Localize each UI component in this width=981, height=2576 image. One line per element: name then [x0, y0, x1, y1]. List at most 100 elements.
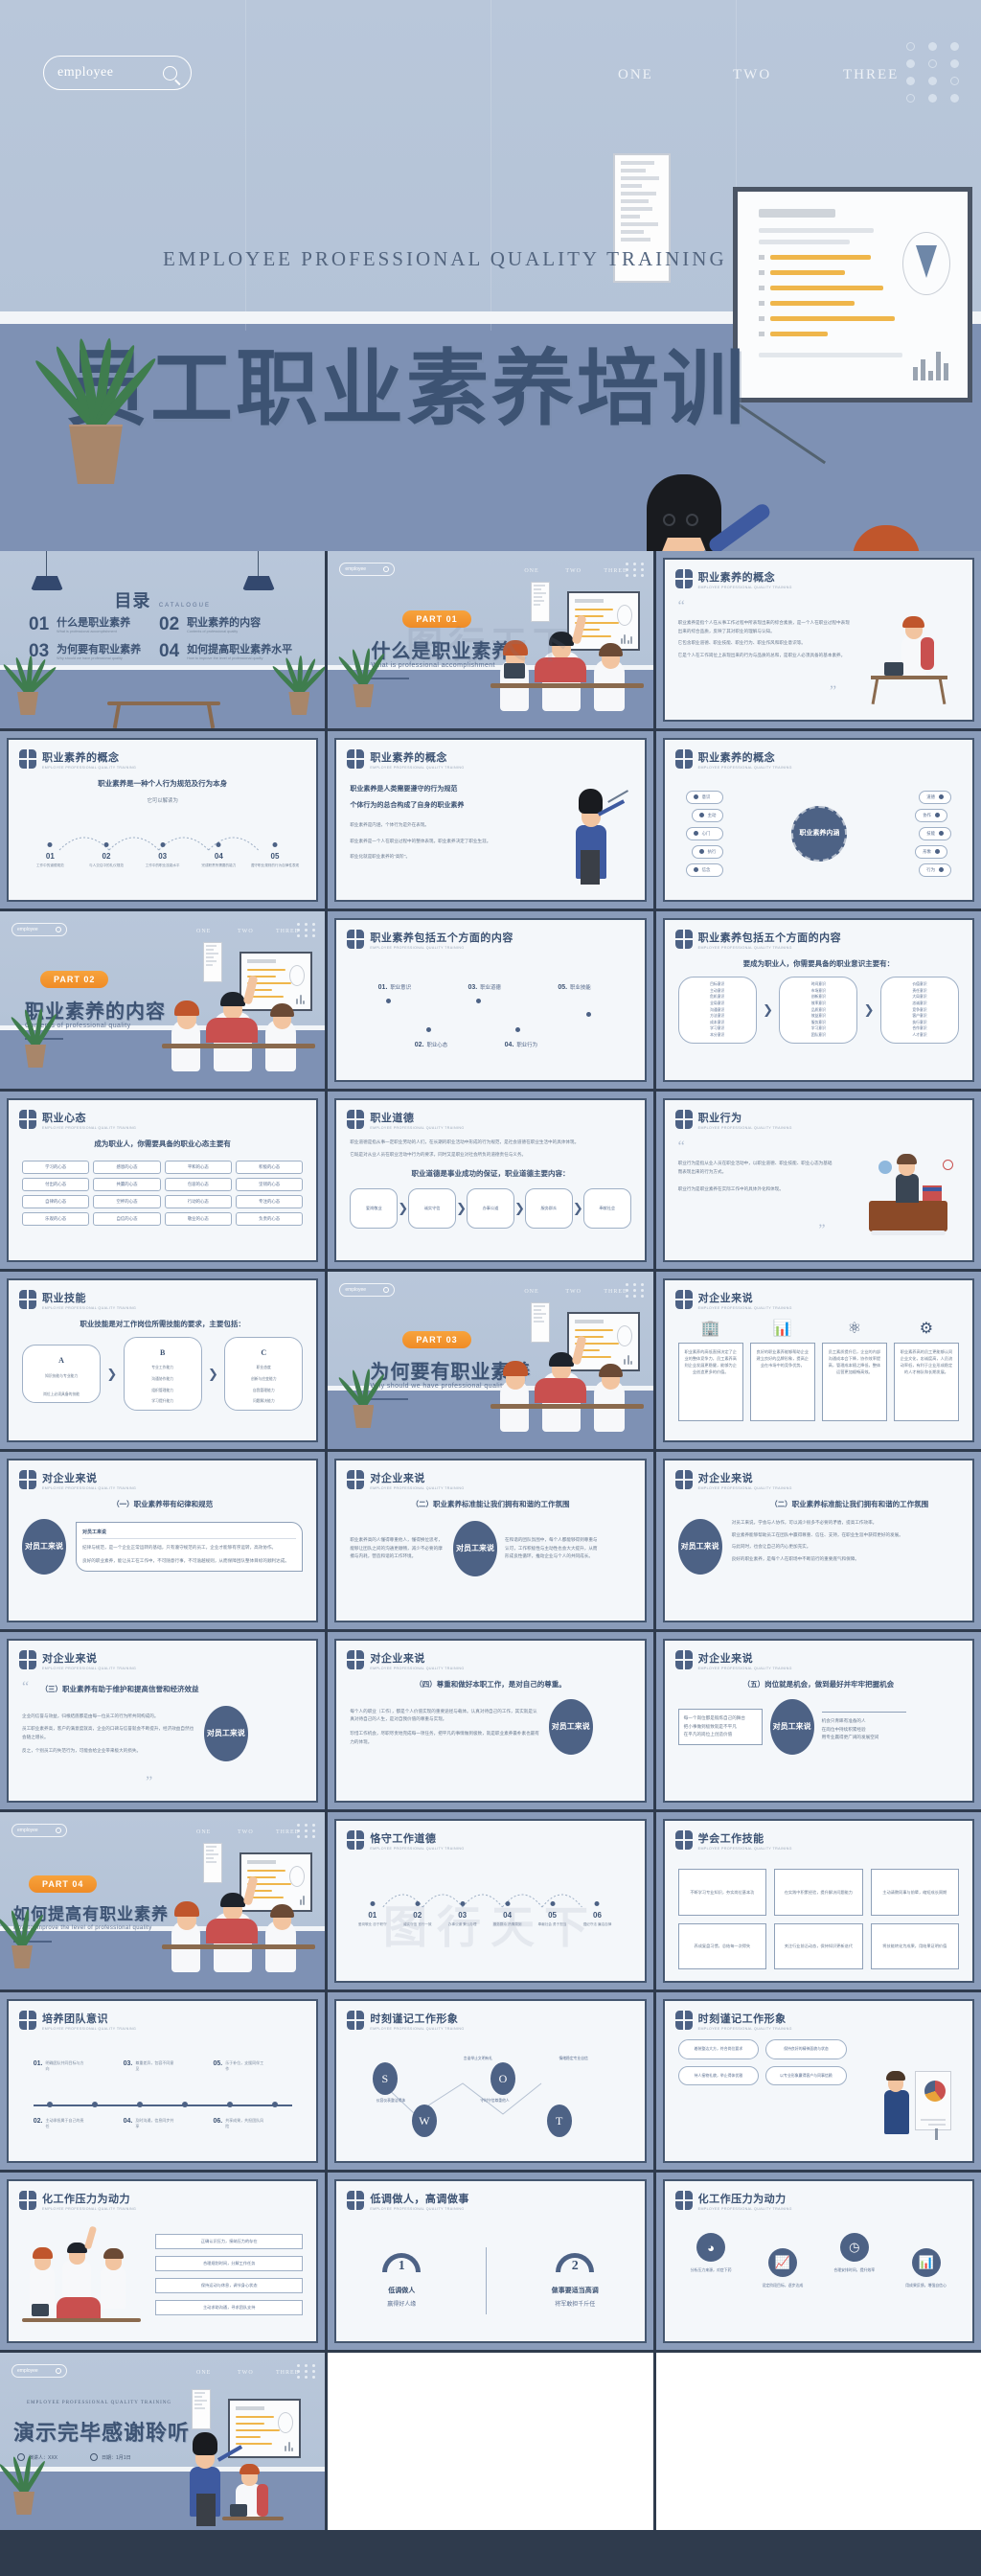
nav-item-three[interactable]: THREE — [276, 1829, 300, 1835]
slide-thumb-work-skills[interactable]: 学会工作技能 EMPLOYEE PROFESSIONAL QUALITY TRA… — [655, 1812, 981, 1990]
slide-thumb-two-num[interactable]: 低调做人，高调做事 EMPLOYEE PROFESSIONAL QUALITY … — [328, 2173, 653, 2350]
slide-thumb-blank — [328, 2353, 653, 2530]
ethics-step: 诚实守信 — [408, 1188, 457, 1230]
nav-item-one[interactable]: ONE — [618, 67, 653, 82]
slide-thumb-skills-abc[interactable]: 职业技能 EMPLOYEE PROFESSIONAL QUALITY TRAIN… — [0, 1272, 326, 1449]
slide-thumb-team-awareness[interactable]: 培养团队意识 EMPLOYEE PROFESSIONAL QUALITY TRA… — [0, 1992, 326, 2170]
search-pill[interactable]: employee — [11, 1824, 67, 1837]
slide-thumb-employee-1[interactable]: 对企业来说 EMPLOYEE PROFESSIONAL QUALITY TRAI… — [0, 1452, 326, 1629]
ethics-step: 爱岗敬业 — [350, 1188, 399, 1230]
item-num: 1 — [398, 2259, 405, 2273]
nav-item-one[interactable]: ONE — [196, 2370, 212, 2376]
slide-thumb-work-ethics[interactable]: 恪守工作道德 EMPLOYEE PROFESSIONAL QUALITY TRA… — [328, 1812, 653, 1990]
icon-caption: 用成果反馈，增强自信心 — [905, 2283, 947, 2288]
paragraph: 纪律与规范，是一个企业正常运转的基础，只有遵守规范的员工，企业才能够有序运转，高… — [82, 1544, 277, 1550]
whiteboard-chart-illustration — [733, 187, 972, 402]
search-text: employee — [345, 1287, 367, 1293]
step-caption: 与人交往中的礼仪规范 — [89, 863, 124, 867]
nav-item-one[interactable]: ONE — [196, 929, 212, 934]
paragraph: 珍惜工作机会，尽职尽责地完成每一项任务，把平凡的事情做到极致，就是职业素养最朴素… — [350, 1731, 539, 1744]
search-icon — [163, 65, 177, 80]
item-num: 02. — [414, 1042, 424, 1048]
slide-thumb-part-03[interactable]: employee ONE TWO THREE PART 03 为何要有职业素养 … — [328, 1272, 653, 1449]
part-badge: PART 04 — [29, 1875, 98, 1893]
four-petal-logo-icon — [347, 2191, 365, 2210]
slide-thumb-three-col-list[interactable]: 职业素养包括五个方面的内容 EMPLOYEE PROFESSIONAL QUAL… — [655, 911, 981, 1089]
nav-item-two[interactable]: TWO — [238, 1829, 254, 1835]
paragraph: 职业素养是指个人在从事工作过程中所表现出来的综合素质，是一个人在职业过程中表现出… — [677, 620, 850, 633]
slide-thumb-thanks[interactable]: employee ONE TWO THREE EMPLOYEE PROFESSI… — [0, 2353, 326, 2530]
nav-item-one[interactable]: ONE — [196, 1829, 212, 1835]
slide-thumb-employee-3[interactable]: 对企业来说 EMPLOYEE PROFESSIONAL QUALITY TRAI… — [655, 1452, 981, 1629]
nav-item-three[interactable]: THREE — [604, 568, 627, 574]
slide-thumb-catalogue[interactable]: 目录 CATALOGUE 01 什么是职业素养 What is professi… — [0, 551, 326, 728]
slide-title: 职业素养的概念 — [42, 752, 120, 764]
nav-item-three[interactable]: THREE — [276, 929, 300, 934]
nav-item-one[interactable]: ONE — [524, 568, 539, 574]
nav-item-two[interactable]: TWO — [238, 929, 254, 934]
document-illustration — [613, 153, 671, 283]
search-pill[interactable]: employee — [339, 563, 396, 576]
slide-thumb-ethics[interactable]: 职业道德 EMPLOYEE PROFESSIONAL QUALITY TRAIN… — [328, 1092, 653, 1269]
slide-thumb-employee-4[interactable]: 对企业来说 EMPLOYEE PROFESSIONAL QUALITY TRAI… — [0, 1632, 326, 1809]
slide-title-en: EMPLOYEE PROFESSIONAL QUALITY TRAINING — [370, 1847, 465, 1851]
four-petal-logo-icon — [674, 569, 693, 588]
slide-title-en: EMPLOYEE PROFESSIONAL QUALITY TRAINING — [697, 946, 792, 950]
pressure-bar: 保持运动与休息，调节身心状态 — [155, 2278, 304, 2293]
step-num: 01 — [368, 1911, 377, 1920]
hero-title-slide: employee ONE TWO THREE — [0, 0, 981, 551]
search-pill[interactable]: employee — [339, 1283, 396, 1297]
nav-item-two[interactable]: TWO — [565, 568, 582, 574]
nav-item-one[interactable]: ONE — [524, 1289, 539, 1295]
paragraph: 它是个人在工作岗位上表现出来的行为与品质的总和，是职业人必须具备的基本素养。 — [677, 653, 846, 658]
slide-thumb-employee-5[interactable]: 对企业来说 EMPLOYEE PROFESSIONAL QUALITY TRAI… — [328, 1632, 653, 1809]
chevron-right-icon: ❯ — [456, 1201, 467, 1216]
item-caption: 乐于补位，支援同伴工作 — [225, 2060, 264, 2071]
item-caption: 主动承担属于自己的责任 — [45, 2118, 84, 2128]
nav-item-two[interactable]: TWO — [565, 1289, 582, 1295]
search-pill[interactable]: employee — [43, 56, 192, 90]
slide-title-en: EMPLOYEE PROFESSIONAL QUALITY TRAINING — [697, 1306, 792, 1310]
slide-thumb-enterprise-icons[interactable]: 对企业来说 EMPLOYEE PROFESSIONAL QUALITY TRAI… — [655, 1272, 981, 1449]
step-num: 02 — [413, 1911, 422, 1920]
slide-thumb-image-cards[interactable]: 时刻谨记工作形象 EMPLOYEE PROFESSIONAL QUALITY T… — [655, 1992, 981, 2170]
hub-right-item: 道德 — [926, 794, 935, 799]
slide-thumb-mindset-grid[interactable]: 职业心态 EMPLOYEE PROFESSIONAL QUALITY TRAIN… — [0, 1092, 326, 1269]
slide-title-en: EMPLOYEE PROFESSIONAL QUALITY TRAINING — [370, 1126, 465, 1130]
slide-thumb-pressure-1[interactable]: 化工作压力为动力 EMPLOYEE PROFESSIONAL QUALITY T… — [0, 2173, 326, 2350]
nav-item-three[interactable]: THREE — [604, 1289, 627, 1295]
four-petal-logo-icon — [674, 1290, 693, 1309]
nav-item-three[interactable]: THREE — [276, 2370, 300, 2376]
slide-thumb-concept-quote[interactable]: 职业素养的概念 EMPLOYEE PROFESSIONAL QUALITY TR… — [655, 551, 981, 728]
slide-thumb-part-01[interactable]: employee ONE TWO THREE PART 01 什么是职业素养 W… — [328, 551, 653, 728]
chevron-right-icon: ❯ — [208, 1366, 218, 1381]
split-left-item: 每一个岗位都是锻炼自己的舞台 — [683, 1714, 745, 1720]
slide-thumb-part-04[interactable]: employee ONE TWO THREE PART 04 如何提高有职业素养… — [0, 1812, 326, 1990]
divider — [485, 2246, 487, 2314]
item-label: 职业行为 — [516, 1043, 537, 1048]
group-item: 组织管理能力 — [151, 1388, 174, 1392]
nav-item-three[interactable]: THREE — [843, 67, 900, 82]
slide-thumb-employee-6[interactable]: 对企业来说 EMPLOYEE PROFESSIONAL QUALITY TRAI… — [655, 1632, 981, 1809]
slide-thumb-five-items[interactable]: 职业素养包括五个方面的内容 EMPLOYEE PROFESSIONAL QUAL… — [328, 911, 653, 1089]
slide-thumb-pressure-2[interactable]: 化工作压力为动力 EMPLOYEE PROFESSIONAL QUALITY T… — [655, 2173, 981, 2350]
slide-thumb-concept-timeline[interactable]: 职业素养的概念 EMPLOYEE PROFESSIONAL QUALITY TR… — [0, 731, 326, 908]
group-item: 沟通协作能力 — [151, 1376, 174, 1381]
list-item: 品质意识 — [810, 1007, 826, 1012]
slide-thumb-concept-hub[interactable]: 职业素养的概念 EMPLOYEE PROFESSIONAL QUALITY TR… — [655, 731, 981, 908]
four-petal-logo-icon — [347, 1470, 365, 1489]
four-petal-logo-icon — [347, 2011, 365, 2030]
nav-item-two[interactable]: TWO — [238, 2370, 254, 2376]
slide-thumb-part-02[interactable]: employee ONE TWO THREE PART 02 职业素养的内容 C… — [0, 911, 326, 1089]
slide-thumb-concept-text[interactable]: 职业素养的概念 EMPLOYEE PROFESSIONAL QUALITY TR… — [328, 731, 653, 908]
search-pill[interactable]: employee — [11, 2364, 67, 2378]
slide-thumb-behavior[interactable]: 职业行为 EMPLOYEE PROFESSIONAL QUALITY TRAIN… — [655, 1092, 981, 1269]
slide-title: 对企业来说 — [42, 1473, 98, 1484]
sub-box-title: 对员工来说 — [82, 1529, 297, 1539]
hub-left-item: 主动 — [707, 812, 717, 817]
paragraph: 良好的职业素养，能让员工在工作中，不可随意行事，不可逾越规则，从而保障团队整体目… — [82, 1557, 289, 1563]
slide-thumb-employee-2[interactable]: 对企业来说 EMPLOYEE PROFESSIONAL QUALITY TRAI… — [328, 1452, 653, 1629]
slide-thumb-swot[interactable]: 时刻谨记工作形象 EMPLOYEE PROFESSIONAL QUALITY T… — [328, 1992, 653, 2170]
search-pill[interactable]: employee — [11, 923, 67, 936]
nav-item-two[interactable]: TWO — [733, 67, 772, 82]
